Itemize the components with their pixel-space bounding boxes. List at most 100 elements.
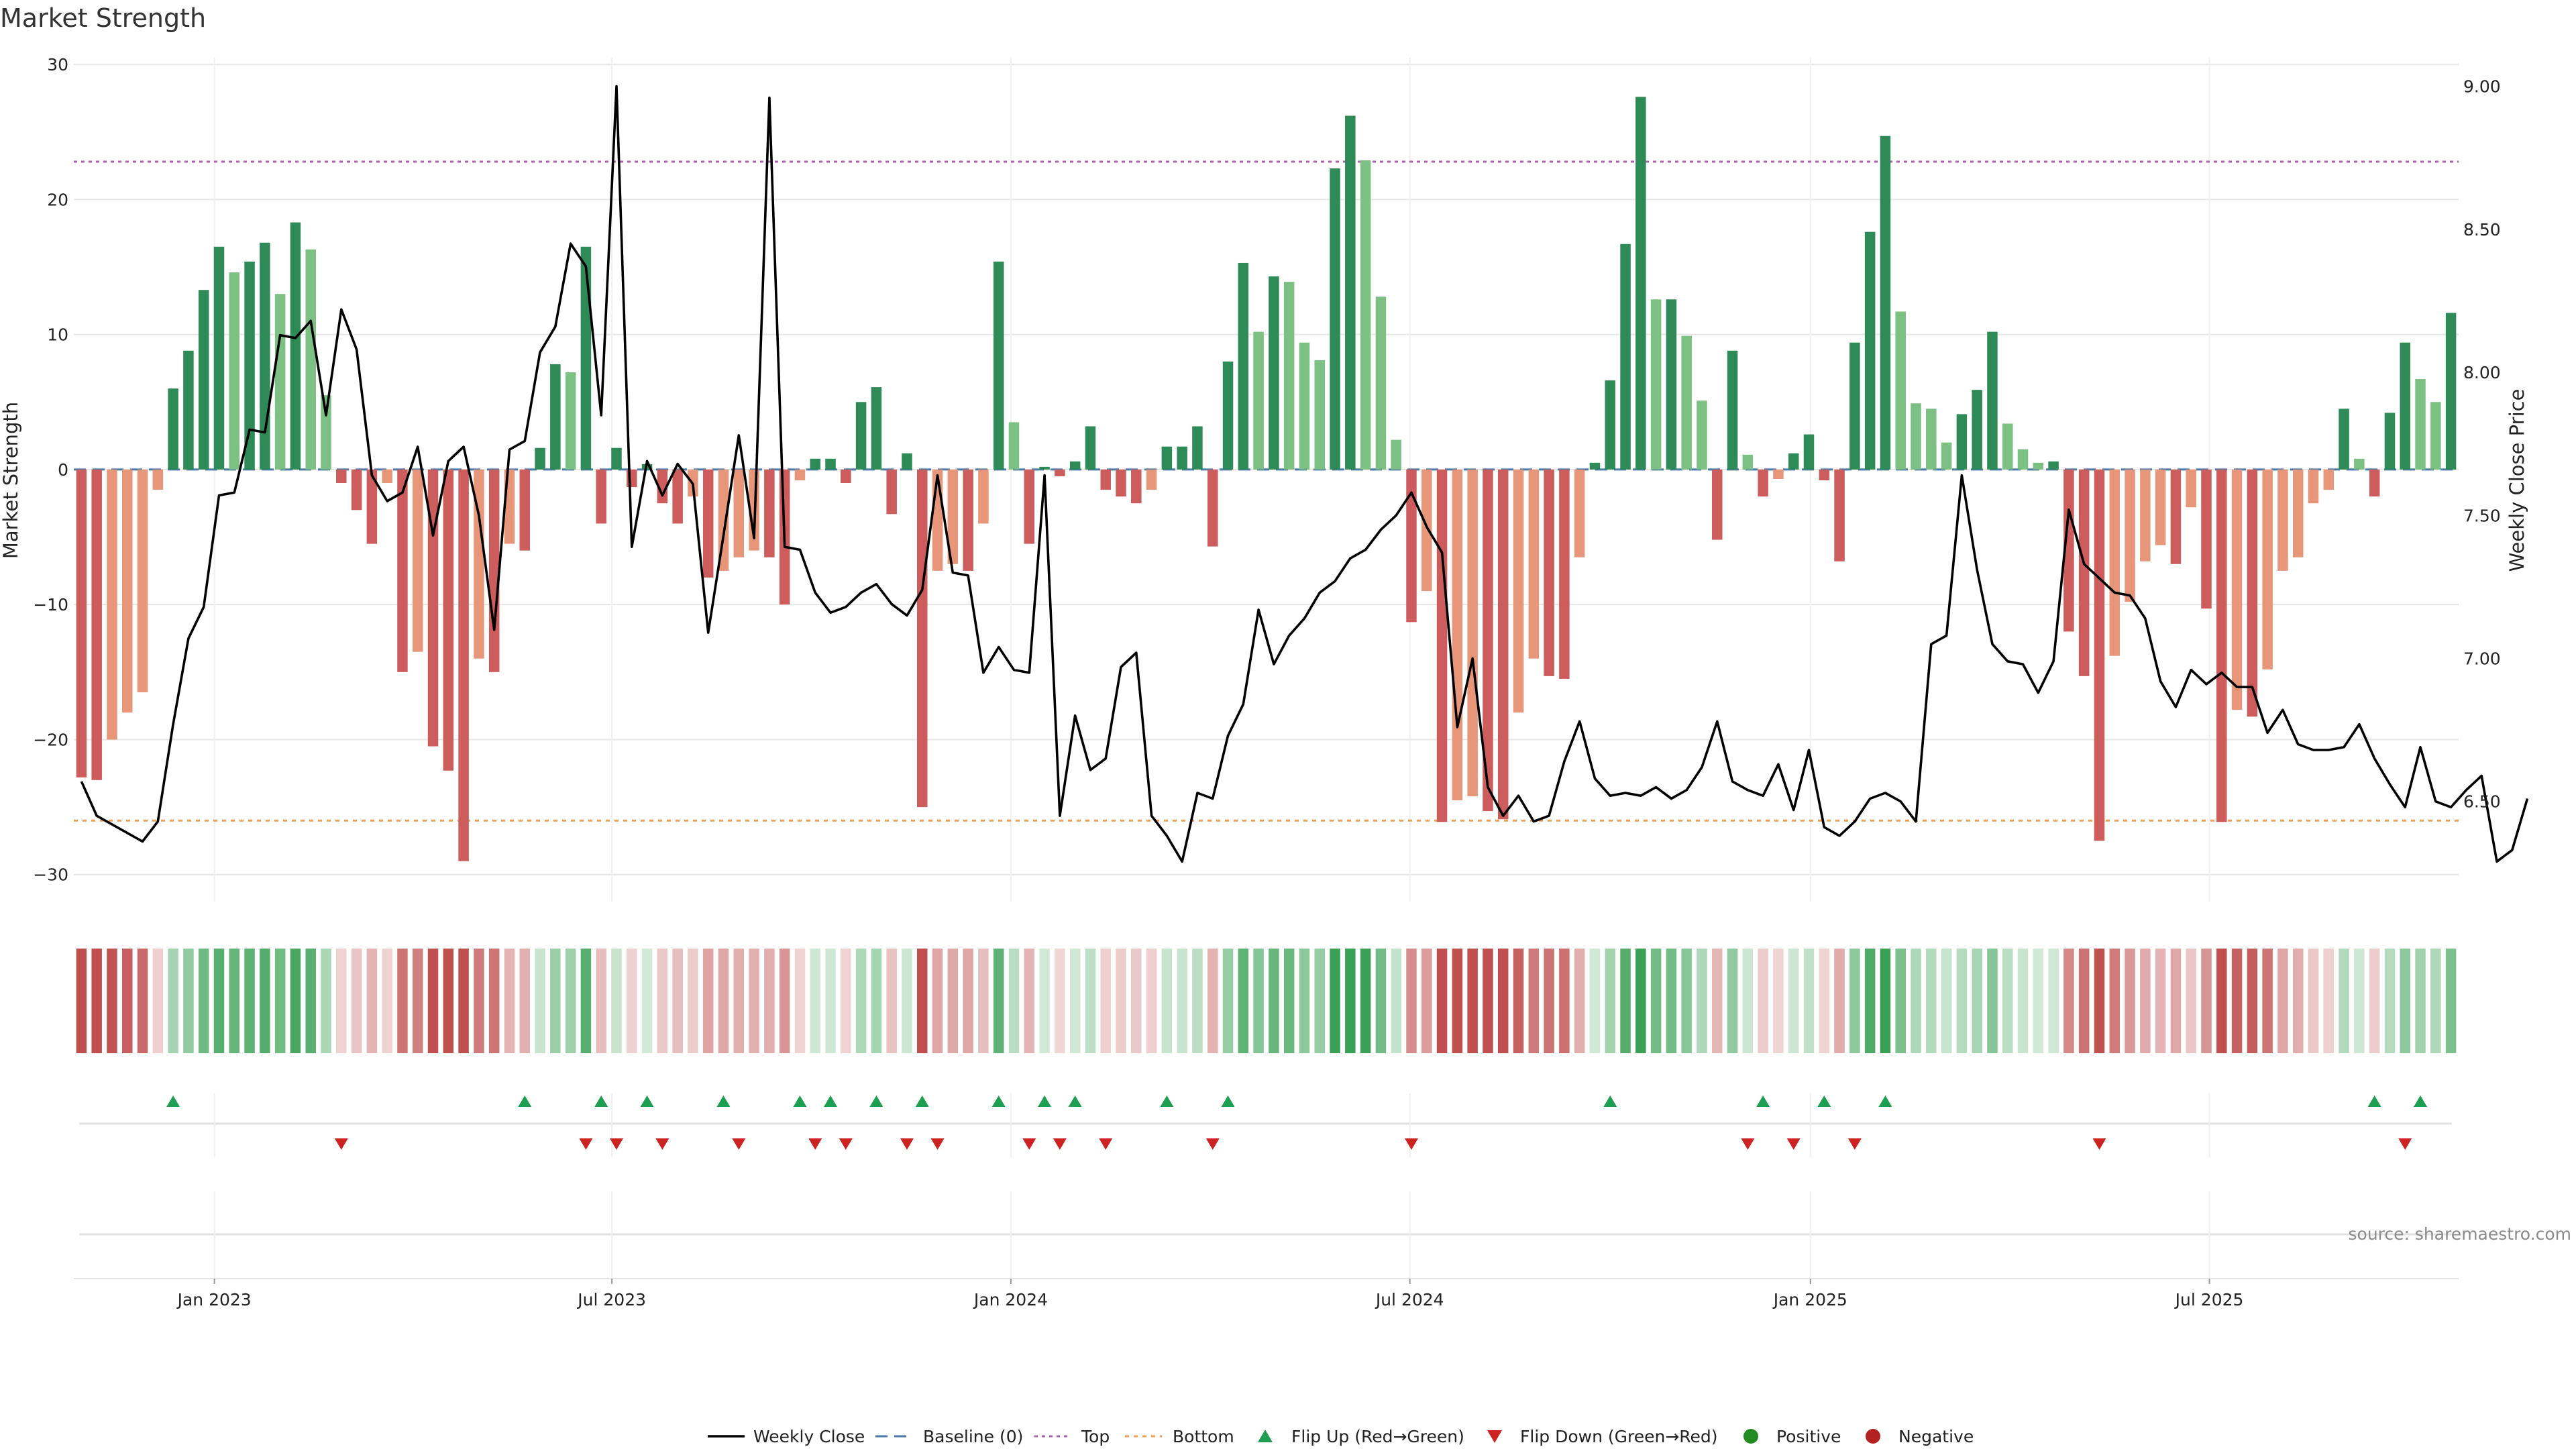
strength-bar: [2247, 469, 2258, 717]
heat-cell: [1483, 949, 1493, 1053]
flip-down-marker: [609, 1138, 623, 1150]
right-tick-label: 8.00: [2463, 363, 2501, 382]
flip-markers: [74, 1093, 2459, 1279]
heat-cell: [305, 949, 316, 1053]
heat-cell: [1391, 949, 1401, 1053]
strength-bar: [1544, 469, 1554, 676]
heat-cell: [443, 949, 454, 1053]
left-tick-label: −30: [33, 865, 68, 885]
strength-bar: [963, 469, 973, 571]
flip-up-marker: [1038, 1095, 1052, 1107]
strength-bar: [1956, 414, 1968, 470]
strength-bar: [412, 469, 423, 652]
heat-cell: [1864, 949, 1876, 1053]
heat-cell: [1008, 949, 1020, 1053]
strength-bar: [1069, 461, 1081, 470]
heat-cell: [825, 949, 836, 1053]
strength-bar: [458, 469, 469, 861]
heat-cell: [749, 949, 759, 1053]
heat-cell: [1222, 949, 1234, 1053]
date-tick-label: Jul 2023: [576, 1290, 646, 1309]
heat-cell: [718, 949, 729, 1053]
weekly-close-line: [80, 85, 2529, 863]
flip-up-marker: [991, 1095, 1006, 1107]
legend-label: Flip Down (Green→Red): [1520, 1427, 1718, 1446]
heat-cell: [1895, 949, 1906, 1053]
heat-cell: [2247, 949, 2258, 1053]
strength-bar: [2048, 461, 2059, 470]
strength-bar: [1574, 469, 1585, 557]
strength-bar: [1085, 426, 1096, 470]
flip-up-marker: [824, 1095, 838, 1107]
heat-cell: [2170, 949, 2182, 1053]
heat-cell: [2384, 949, 2396, 1053]
heat-cell: [2400, 949, 2410, 1053]
strength-bar: [1100, 469, 1111, 490]
strength-bar: [2430, 402, 2441, 470]
strength-bar: [871, 387, 882, 470]
legend-label: Negative: [1898, 1427, 1974, 1446]
heat-cell: [1146, 949, 1157, 1053]
heat-cell: [412, 949, 423, 1053]
heat-cell: [427, 949, 439, 1053]
flip-up-marker: [166, 1095, 180, 1107]
strength-bar: [1161, 446, 1173, 470]
heat-cell: [1283, 949, 1295, 1053]
strength-bar: [519, 469, 531, 551]
heat-cell: [2369, 949, 2380, 1053]
heat-cell: [1819, 949, 1830, 1053]
strength-bar: [535, 447, 545, 470]
heat-cell: [1055, 949, 1065, 1053]
strength-bar: [198, 290, 209, 470]
heat-cell: [1039, 949, 1050, 1053]
strength-bar: [947, 469, 959, 564]
strength-bar: [382, 469, 392, 484]
strength-bar: [443, 469, 454, 771]
flip-up-marker: [1160, 1095, 1174, 1107]
left-tick-label: 0: [58, 460, 68, 480]
right-tick-label: 7.50: [2463, 506, 2501, 525]
heat-cell: [2430, 949, 2441, 1053]
strength-bar: [1803, 434, 1815, 470]
heat-cell: [91, 949, 102, 1053]
strength-bar: [1391, 439, 1401, 470]
heat-cell: [397, 949, 408, 1053]
heat-cell: [641, 949, 653, 1053]
heat-cell: [2262, 949, 2273, 1053]
flip-down-marker: [732, 1138, 746, 1150]
heat-cell: [1177, 949, 1187, 1053]
heat-cell: [1528, 949, 1540, 1053]
legend-label: Top: [1081, 1427, 1110, 1446]
heat-cell: [1375, 949, 1387, 1053]
heat-cell: [2231, 949, 2243, 1053]
heat-cell: [1330, 949, 1340, 1053]
heat-cell: [657, 949, 668, 1053]
strength-bar: [1222, 361, 1234, 470]
heat-cell: [1589, 949, 1601, 1053]
heat-cell: [1544, 949, 1554, 1053]
heat-cell: [2445, 949, 2457, 1053]
strength-bar: [152, 469, 164, 490]
heat-cell: [2201, 949, 2212, 1053]
strength-bar: [2339, 409, 2349, 470]
flip-down-marker: [839, 1138, 853, 1150]
heat-cell: [504, 949, 515, 1053]
heat-cell: [2354, 949, 2365, 1053]
strength-bar: [2354, 458, 2365, 470]
legend-swatch-positive: [1743, 1429, 1758, 1444]
heat-cell: [1192, 949, 1203, 1053]
heat-cell: [2292, 949, 2304, 1053]
heat-cell: [1299, 949, 1310, 1053]
legend-swatch-negative: [1866, 1429, 1880, 1444]
strength-bar: [1620, 244, 1631, 470]
strength-bar: [1314, 360, 1326, 470]
heat-cell: [274, 949, 286, 1053]
heat-cell: [611, 949, 622, 1053]
strength-bar: [702, 469, 714, 578]
heat-cell: [1161, 949, 1173, 1053]
strength-bar: [841, 469, 851, 484]
strength-bar: [1635, 97, 1646, 470]
legend-swatch-flip-up: [1258, 1430, 1273, 1442]
strength-bar: [2002, 423, 2013, 470]
strength-bar: [1849, 342, 1860, 470]
